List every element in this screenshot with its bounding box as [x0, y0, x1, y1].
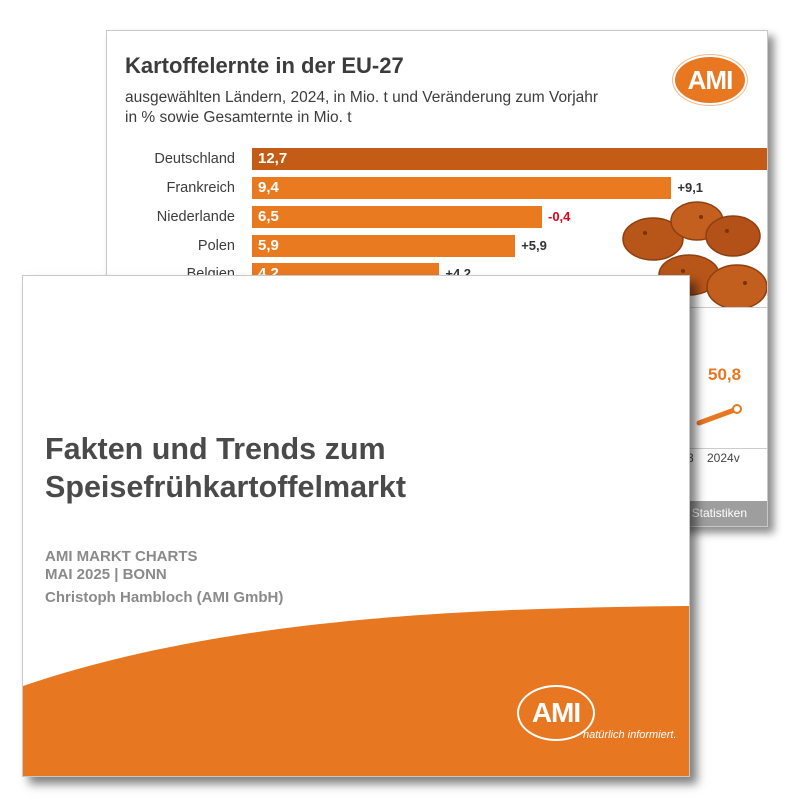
presentation-title: Fakten und Trends zum Speisefrühkartoffe…: [45, 430, 645, 506]
change-percent-label: +9,1: [677, 180, 704, 195]
line-chart-series: [696, 404, 742, 426]
ami-logo-back: AMI: [673, 55, 747, 105]
orange-wave-footer: [23, 606, 689, 776]
category-label: Polen: [197, 238, 235, 254]
back-slide-title: Kartoffelernte in der EU-27: [125, 53, 404, 78]
bar-value-label: 9,4: [258, 179, 279, 196]
change-percent-label: -0,4: [548, 209, 571, 224]
title-slide: Fakten und Trends zum Speisefrühkartoffe…: [22, 275, 690, 777]
logo-tagline: natürlich informiert.: [583, 729, 677, 741]
bar-value-label: 6,5: [258, 208, 279, 225]
change-percent-label: +5,9: [521, 238, 547, 253]
category-label: Niederlande: [156, 209, 235, 225]
line-chart-tick: 3: [687, 451, 694, 465]
category-label: Frankreich: [166, 180, 236, 196]
bar: [252, 177, 672, 199]
date-location: MAI 2025 | BONN: [45, 566, 167, 583]
ami-logo-front: AMI: [517, 685, 595, 741]
series-name: AMI MARKT CHARTS: [45, 548, 198, 565]
title-line-1: Fakten und Trends zum: [45, 432, 386, 466]
title-line-2: Speisefrühkartoffelmarkt: [45, 470, 407, 504]
line-chart-tick: 2024v: [707, 451, 740, 465]
bar: [252, 148, 767, 170]
source-text: Statistiken: [691, 506, 747, 520]
author-name: Christoph Hambloch (AMI GmbH): [45, 589, 284, 606]
bar: [252, 235, 516, 257]
line-chart-point-label: 50,8: [708, 365, 742, 384]
line-chart-panel: [687, 307, 767, 449]
bar: [252, 206, 542, 228]
bar-chart: Deutschland12,7+9,5Frankreich9,4+9,1Nied…: [107, 143, 767, 303]
bar-value-label: 12,7: [258, 150, 288, 167]
back-slide-subtitle: ausgewählten Ländern, 2024, in Mio. t un…: [125, 89, 599, 126]
category-label: Deutschland: [154, 151, 235, 167]
bar-value-label: 5,9: [258, 237, 279, 254]
